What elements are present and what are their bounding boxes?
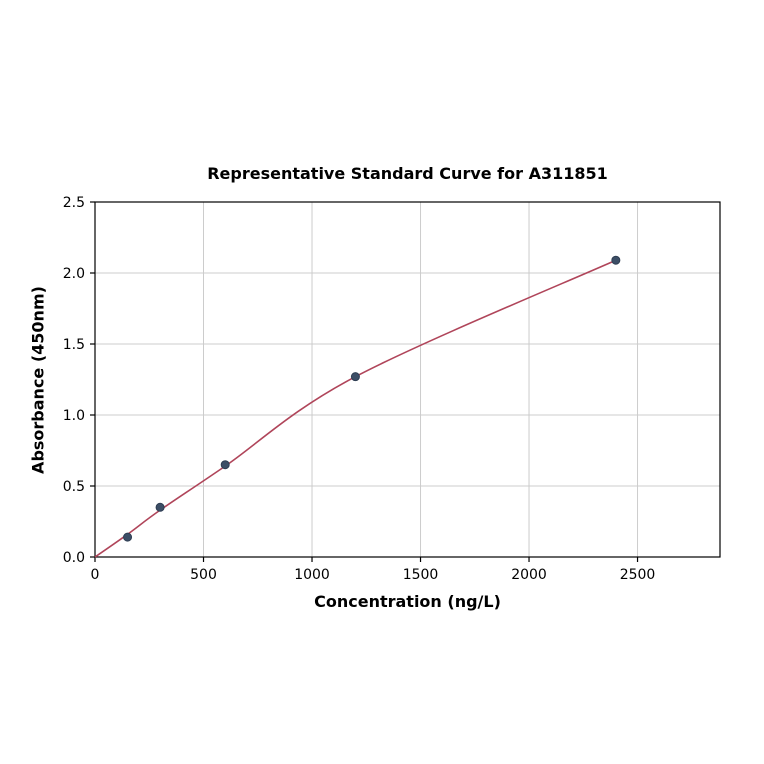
fit-curve [94,259,617,558]
data-point [123,532,133,542]
y-tick-label: 0.5 [63,479,85,495]
data-point [155,502,165,512]
y-tick-label: 2.5 [63,195,85,211]
plot-border [94,201,721,558]
x-axis-label: Concentration (ng/L) [314,592,501,611]
data-point [350,372,360,382]
y-tick-label: 0.0 [63,550,85,566]
y-tick-label: 1.5 [63,337,85,353]
x-tick-label: 1000 [294,567,330,583]
x-tick-label: 2500 [620,567,656,583]
x-tick-label: 500 [190,567,217,583]
x-tick-label: 0 [91,567,100,583]
data-point [220,460,230,470]
y-tick-label: 1.0 [63,408,85,424]
data-point [611,255,621,265]
chart-title: Representative Standard Curve for A31185… [207,164,608,183]
y-tick-label: 2.0 [63,266,85,282]
x-tick-label: 2000 [511,567,547,583]
x-tick-label: 1500 [403,567,439,583]
